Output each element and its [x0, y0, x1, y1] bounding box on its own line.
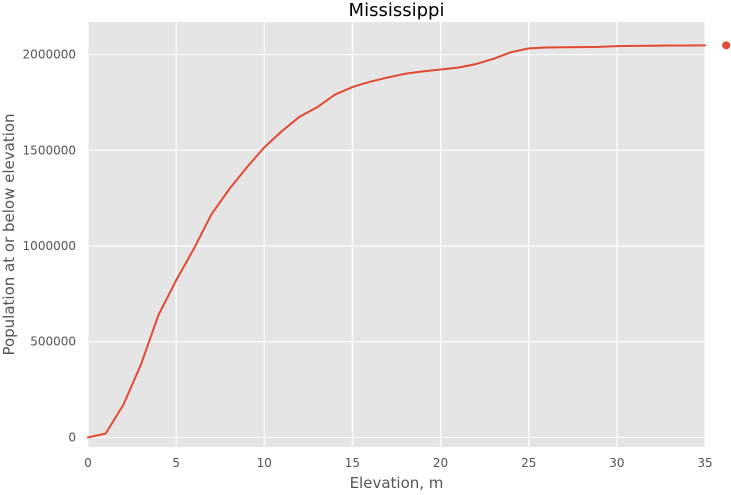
- chart-title: Mississippi: [349, 0, 445, 21]
- tick-labels: 0 5 10 15 20 25 30 35 0 500000 1000000 1500000 20000…: [23, 48, 713, 470]
- x-tick-label: 5: [172, 456, 180, 470]
- y-tick-label: 2000000: [23, 48, 76, 62]
- x-tick-label: 30: [609, 456, 624, 470]
- y-axis-label: Population at or below elevation: [0, 113, 18, 355]
- x-tick-label: 0: [84, 456, 92, 470]
- grid-lines: [87, 22, 706, 447]
- x-tick-label: 25: [521, 456, 536, 470]
- series-line: [87, 44, 706, 439]
- x-tick-label: 35: [697, 456, 712, 470]
- y-tick-label: 1500000: [23, 143, 76, 157]
- x-axis-label: Elevation, m: [350, 474, 444, 491]
- x-tick-label: 15: [345, 456, 360, 470]
- plot-area: [88, 22, 705, 447]
- y-tick-label: 1000000: [23, 239, 76, 253]
- x-tick-label: 10: [257, 456, 272, 470]
- marker-point: [722, 41, 731, 50]
- y-tick-label: 500000: [30, 335, 76, 349]
- x-tick-label: 20: [433, 456, 448, 470]
- y-tick-label: 0: [68, 430, 76, 444]
- series-layer: [87, 41, 731, 439]
